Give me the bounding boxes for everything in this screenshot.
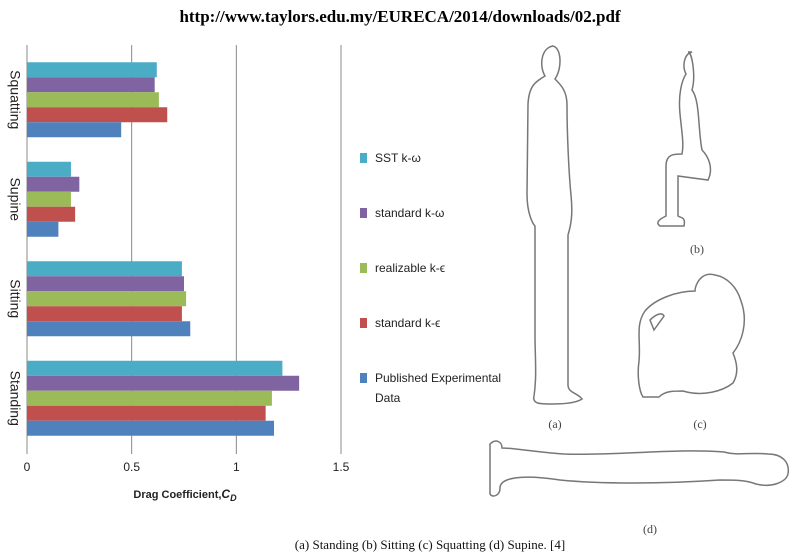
x-axis-label-part: C: [221, 487, 230, 501]
bar: [27, 161, 71, 177]
legend-label: standard k-ω: [375, 206, 445, 220]
y-tick-label: Sitting: [7, 279, 23, 318]
bar: [27, 291, 187, 307]
url-header: http://www.taylors.edu.my/EURECA/2014/do…: [179, 7, 620, 26]
legend-swatch: [360, 153, 367, 163]
legend-swatch: [360, 318, 367, 328]
silhouettes: [489, 45, 790, 497]
legend-item: realizable k-ϵ: [360, 258, 510, 278]
squatting-figure: [637, 273, 745, 398]
bar: [27, 77, 155, 93]
x-axis-label: Drag Coefficient,CD: [133, 487, 237, 503]
x-tick-label: 0.5: [123, 460, 140, 474]
bar: [27, 261, 182, 277]
legend-item: standard k-ϵ: [360, 313, 510, 333]
bar: [27, 420, 275, 436]
x-tick-label: 0: [24, 460, 31, 474]
legend-label: realizable k-ϵ: [375, 261, 445, 275]
bar: [27, 375, 300, 391]
figure-label: (d): [643, 522, 657, 536]
bar: [27, 405, 266, 421]
legend-item: standard k-ω: [360, 203, 510, 223]
supine-figure: [489, 440, 790, 497]
bar: [27, 191, 71, 207]
bar: [27, 360, 283, 376]
bar: [27, 107, 168, 123]
bar: [27, 221, 59, 237]
y-tick-label: Supine: [7, 177, 23, 221]
bar: [27, 390, 272, 406]
y-tick-label: Squatting: [7, 70, 23, 129]
y-tick-label: Standing: [7, 371, 23, 426]
x-tick-label: 1.5: [333, 460, 350, 474]
x-axis-label-part: Drag Coefficient,: [133, 489, 221, 501]
bar: [27, 92, 159, 108]
bar: [27, 321, 191, 337]
legend-label: standard k-ϵ: [375, 316, 441, 330]
caption: (a) Standing (b) Sitting (c) Squatting (…: [295, 537, 565, 552]
legend-label: SST k-ω: [375, 151, 421, 165]
legend-swatch: [360, 263, 367, 273]
x-axis-label-part: D: [230, 493, 237, 503]
legend-swatch: [360, 373, 367, 383]
figure-label: (a): [548, 417, 561, 431]
bar: [27, 306, 182, 322]
bar: [27, 122, 122, 138]
legend-label: Published Experimental Data: [375, 371, 502, 405]
figure-label: (b): [690, 242, 704, 256]
bar: [27, 206, 76, 222]
legend-swatch: [360, 208, 367, 218]
bar: [27, 276, 184, 292]
bar: [27, 176, 80, 192]
legend-item: SST k-ω: [360, 148, 510, 168]
x-tick-label: 1: [233, 460, 240, 474]
bar: [27, 62, 157, 78]
figure-label: (c): [693, 417, 706, 431]
sitting-figure: [657, 51, 712, 227]
standing-figure: [526, 45, 584, 405]
legend-item: Published Experimental Data: [360, 368, 510, 408]
